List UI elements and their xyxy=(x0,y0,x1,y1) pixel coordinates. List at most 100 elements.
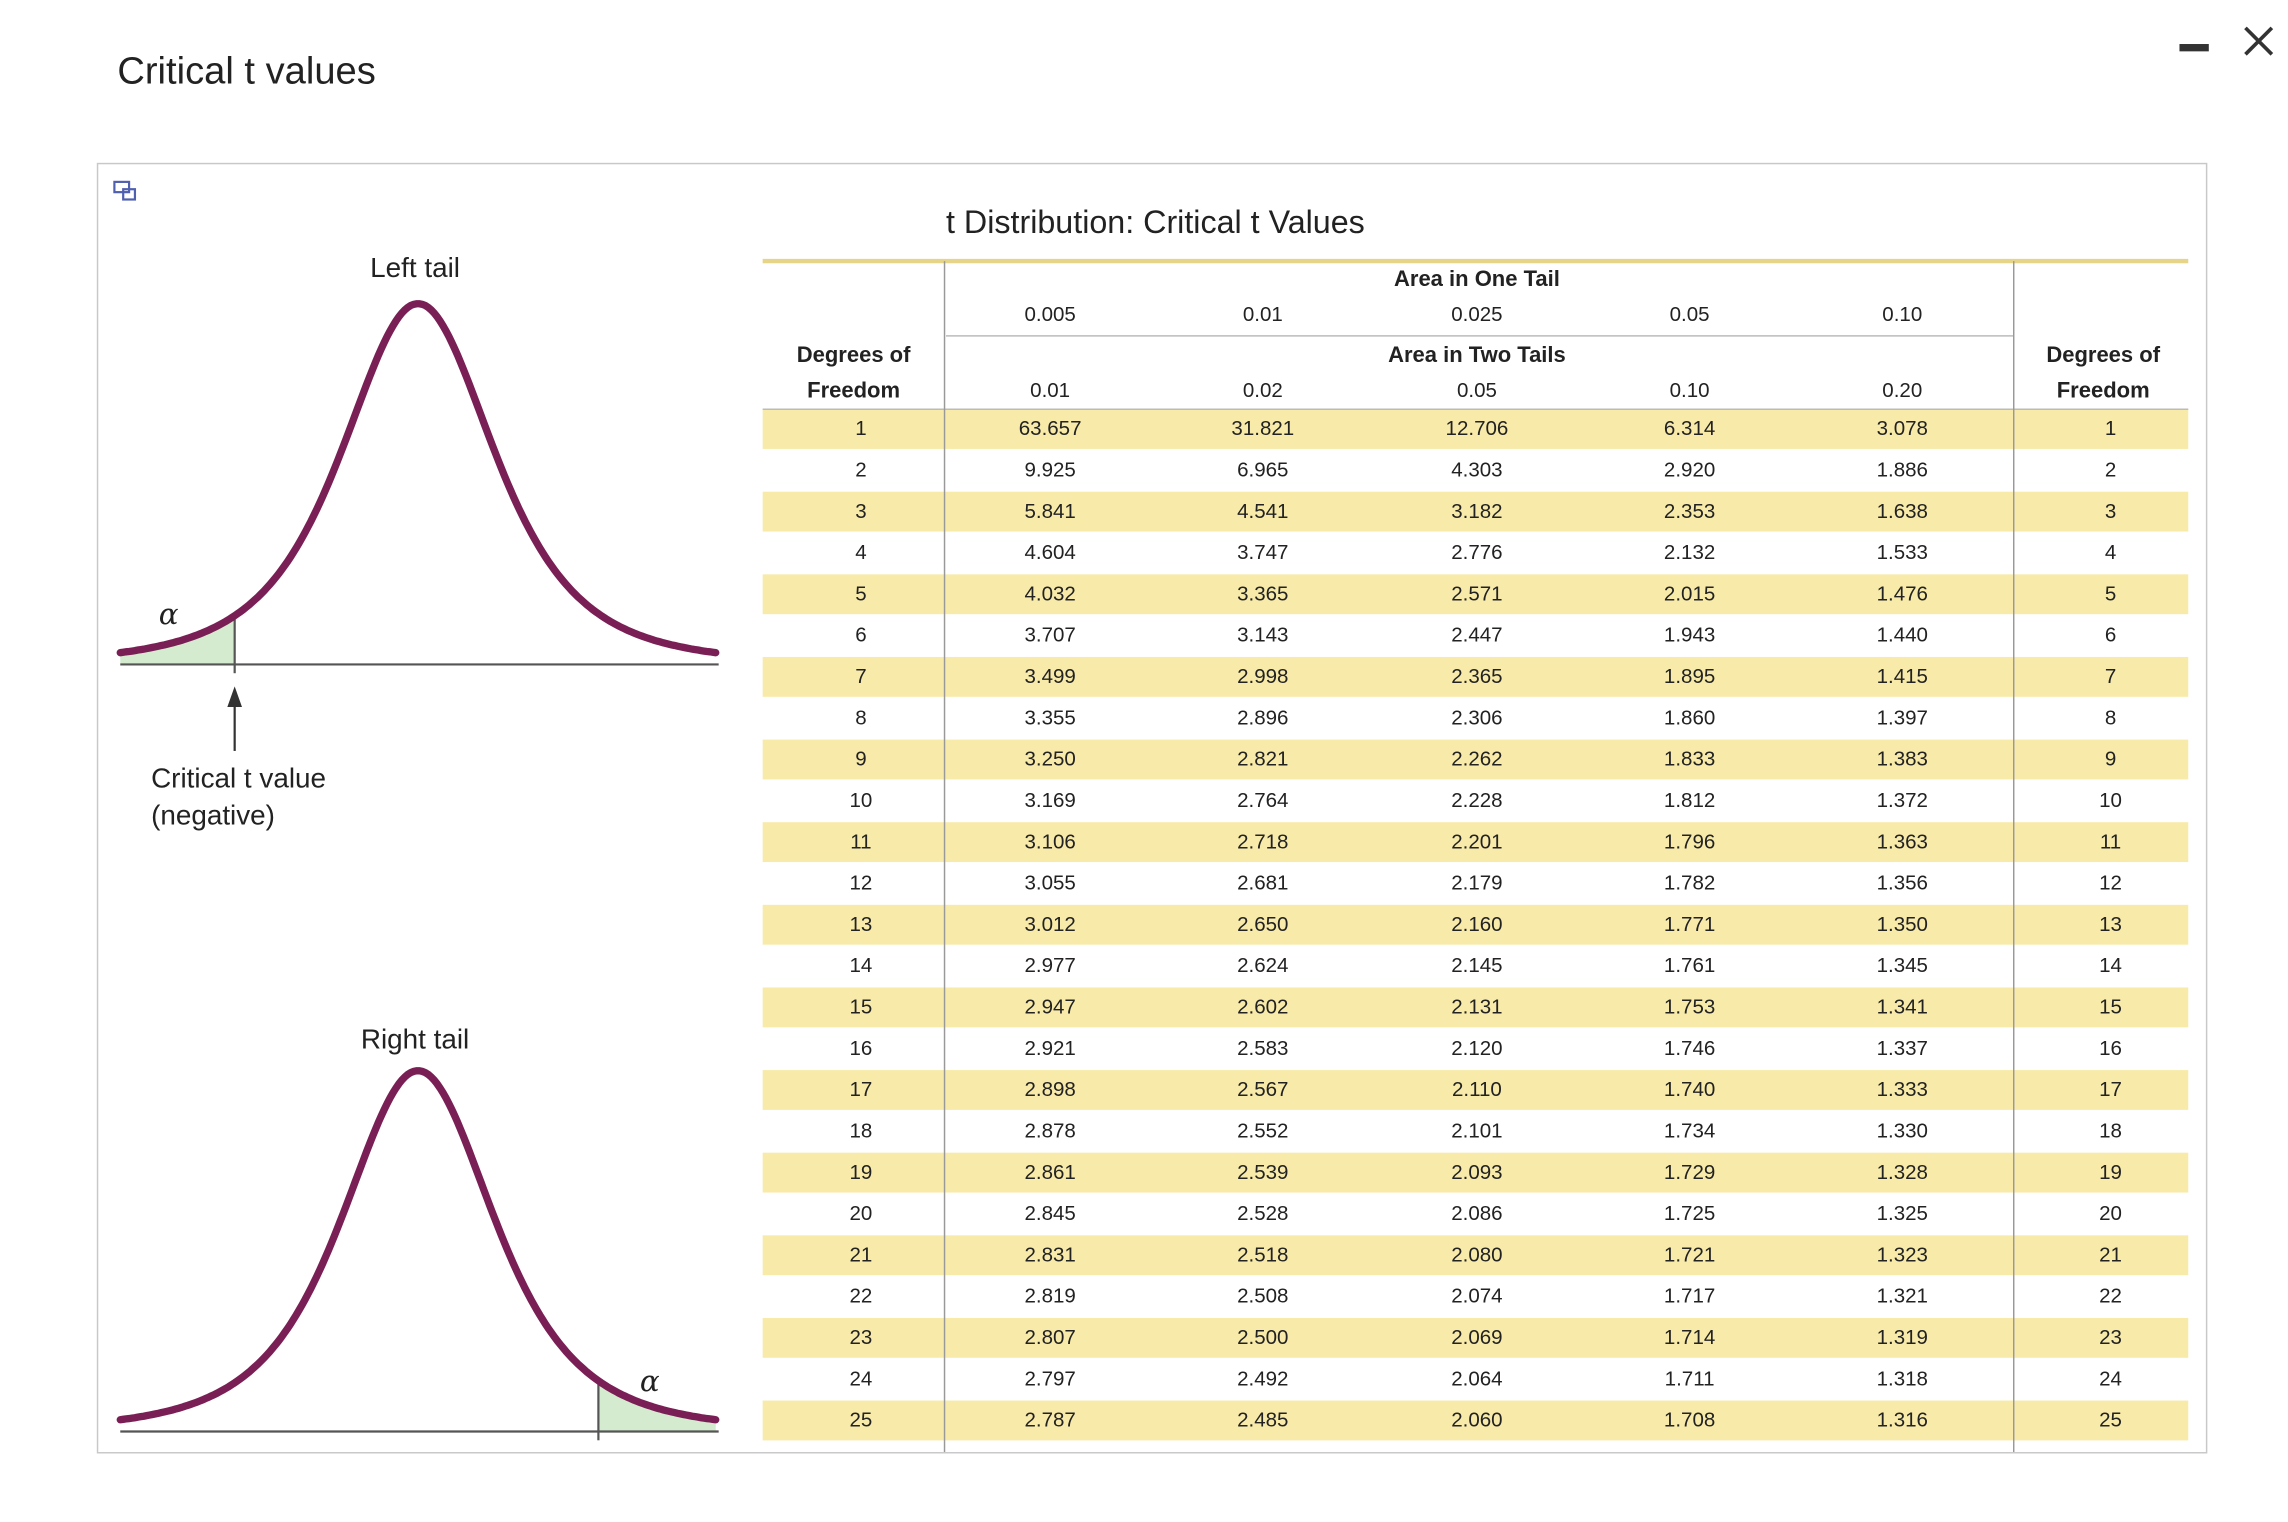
close-button[interactable] xyxy=(2244,26,2274,56)
value-cell: 2.898 xyxy=(1024,1078,1075,1101)
df-cell: 23 xyxy=(2099,1326,2122,1349)
df-cell: 6 xyxy=(2105,624,2116,647)
df-cell: 7 xyxy=(855,665,866,688)
value-cell: 2.160 xyxy=(1451,913,1502,936)
minimize-button[interactable] xyxy=(2179,44,2209,52)
value-cell: 1.533 xyxy=(1877,541,1928,564)
value-cell: 1.350 xyxy=(1877,913,1928,936)
value-cell: 2.228 xyxy=(1451,789,1502,812)
value-cell: 1.729 xyxy=(1664,1161,1715,1184)
value-cell: 31.821 xyxy=(1231,417,1294,440)
value-cell: 1.397 xyxy=(1877,706,1928,729)
value-cell: 1.796 xyxy=(1664,830,1715,853)
value-cell: 2.819 xyxy=(1024,1285,1075,1308)
df-cell: 10 xyxy=(2099,789,2122,812)
header: Degrees of xyxy=(797,342,911,367)
value-cell: 2.500 xyxy=(1237,1326,1288,1349)
df-cell: 10 xyxy=(850,789,873,812)
alpha-label: α xyxy=(159,597,179,631)
column-header: 0.05 xyxy=(1670,303,1710,326)
df-cell: 13 xyxy=(2099,913,2122,936)
df-cell: 12 xyxy=(2099,872,2122,895)
value-cell: 2.602 xyxy=(1237,996,1288,1019)
value-cell: 3.182 xyxy=(1451,500,1502,523)
row-band xyxy=(762,739,2189,780)
value-cell: 1.886 xyxy=(1877,458,1928,481)
row-band xyxy=(762,491,2189,532)
column-header: 0.02 xyxy=(1243,379,1283,402)
value-cell: 2.093 xyxy=(1451,1161,1502,1184)
value-cell: 2.518 xyxy=(1237,1243,1288,1266)
value-cell: 2.069 xyxy=(1451,1326,1502,1349)
header: Degrees of xyxy=(2046,342,2160,367)
value-cell: 2.998 xyxy=(1237,665,1288,688)
value-cell: 12.706 xyxy=(1446,417,1509,440)
row-band xyxy=(762,409,2189,449)
value-cell: 1.476 xyxy=(1877,582,1928,605)
header: Freedom xyxy=(807,377,900,402)
value-cell: 2.764 xyxy=(1237,789,1288,812)
value-cell: 2.064 xyxy=(1451,1367,1502,1390)
value-cell: 6.314 xyxy=(1664,417,1715,440)
df-cell: 6 xyxy=(855,624,866,647)
df-cell: 24 xyxy=(850,1367,873,1390)
caption: Critical t value xyxy=(151,763,326,794)
value-cell: 3.707 xyxy=(1024,624,1075,647)
row-band xyxy=(762,1152,2189,1193)
density-curve xyxy=(116,1067,720,1424)
value-cell: 2.624 xyxy=(1237,954,1288,977)
row-band xyxy=(762,656,2189,697)
value-cell: 1.638 xyxy=(1877,500,1928,523)
value-cell: 9.925 xyxy=(1024,458,1075,481)
value-cell: 2.353 xyxy=(1664,500,1715,523)
value-cell: 2.262 xyxy=(1451,748,1502,771)
value-cell: 6.965 xyxy=(1237,458,1288,481)
value-cell: 1.771 xyxy=(1664,913,1715,936)
value-cell: 2.120 xyxy=(1451,1037,1502,1060)
value-cell: 2.485 xyxy=(1237,1409,1288,1432)
value-cell: 2.080 xyxy=(1451,1243,1502,1266)
df-cell: 23 xyxy=(850,1326,873,1349)
value-cell: 1.356 xyxy=(1877,872,1928,895)
df-cell: 4 xyxy=(855,541,866,564)
df-cell: 4 xyxy=(2105,541,2116,564)
row-band xyxy=(762,987,2189,1028)
row-band xyxy=(762,1235,2189,1276)
value-cell: 1.717 xyxy=(1664,1285,1715,1308)
value-cell: 2.110 xyxy=(1452,1078,1502,1101)
tail-area xyxy=(120,615,235,665)
value-cell: 2.447 xyxy=(1451,624,1502,647)
df-cell: 7 xyxy=(2105,665,2116,688)
window-title: Critical t values xyxy=(117,49,375,92)
header: Area in Two Tails xyxy=(1388,342,1566,367)
value-cell: 2.878 xyxy=(1024,1119,1075,1142)
diagrams: Left tail α Critical t value (negative) Righ… xyxy=(116,252,720,1441)
df-cell: 8 xyxy=(855,706,866,729)
density-curve xyxy=(116,300,720,657)
value-cell: 2.807 xyxy=(1024,1326,1075,1349)
df-cell: 17 xyxy=(2099,1078,2122,1101)
value-cell: 3.078 xyxy=(1877,417,1928,440)
value-cell: 2.977 xyxy=(1024,954,1075,977)
value-cell: 1.708 xyxy=(1664,1409,1715,1432)
value-cell: 1.895 xyxy=(1664,665,1715,688)
value-cell: 1.725 xyxy=(1664,1202,1715,1225)
value-cell: 2.086 xyxy=(1451,1202,1502,1225)
value-cell: 2.787 xyxy=(1024,1409,1075,1432)
value-cell: 3.250 xyxy=(1024,748,1075,771)
value-cell: 1.753 xyxy=(1664,996,1715,1019)
df-cell: 19 xyxy=(2099,1161,2122,1184)
df-cell: 16 xyxy=(850,1037,873,1060)
value-cell: 2.015 xyxy=(1664,582,1715,605)
expand-icon[interactable] xyxy=(113,180,137,201)
arrow-head xyxy=(227,686,242,707)
row-band xyxy=(762,574,2189,615)
row-band xyxy=(762,904,2189,945)
value-cell: 3.365 xyxy=(1237,582,1288,605)
t-table: t Distribution: Critical t Values Area in… xyxy=(762,204,2189,1453)
column-header: 0.025 xyxy=(1451,303,1502,326)
df-cell: 8 xyxy=(2105,706,2116,729)
value-cell: 63.657 xyxy=(1019,417,1082,440)
value-cell: 2.921 xyxy=(1024,1037,1075,1060)
column-header: 0.01 xyxy=(1243,303,1283,326)
